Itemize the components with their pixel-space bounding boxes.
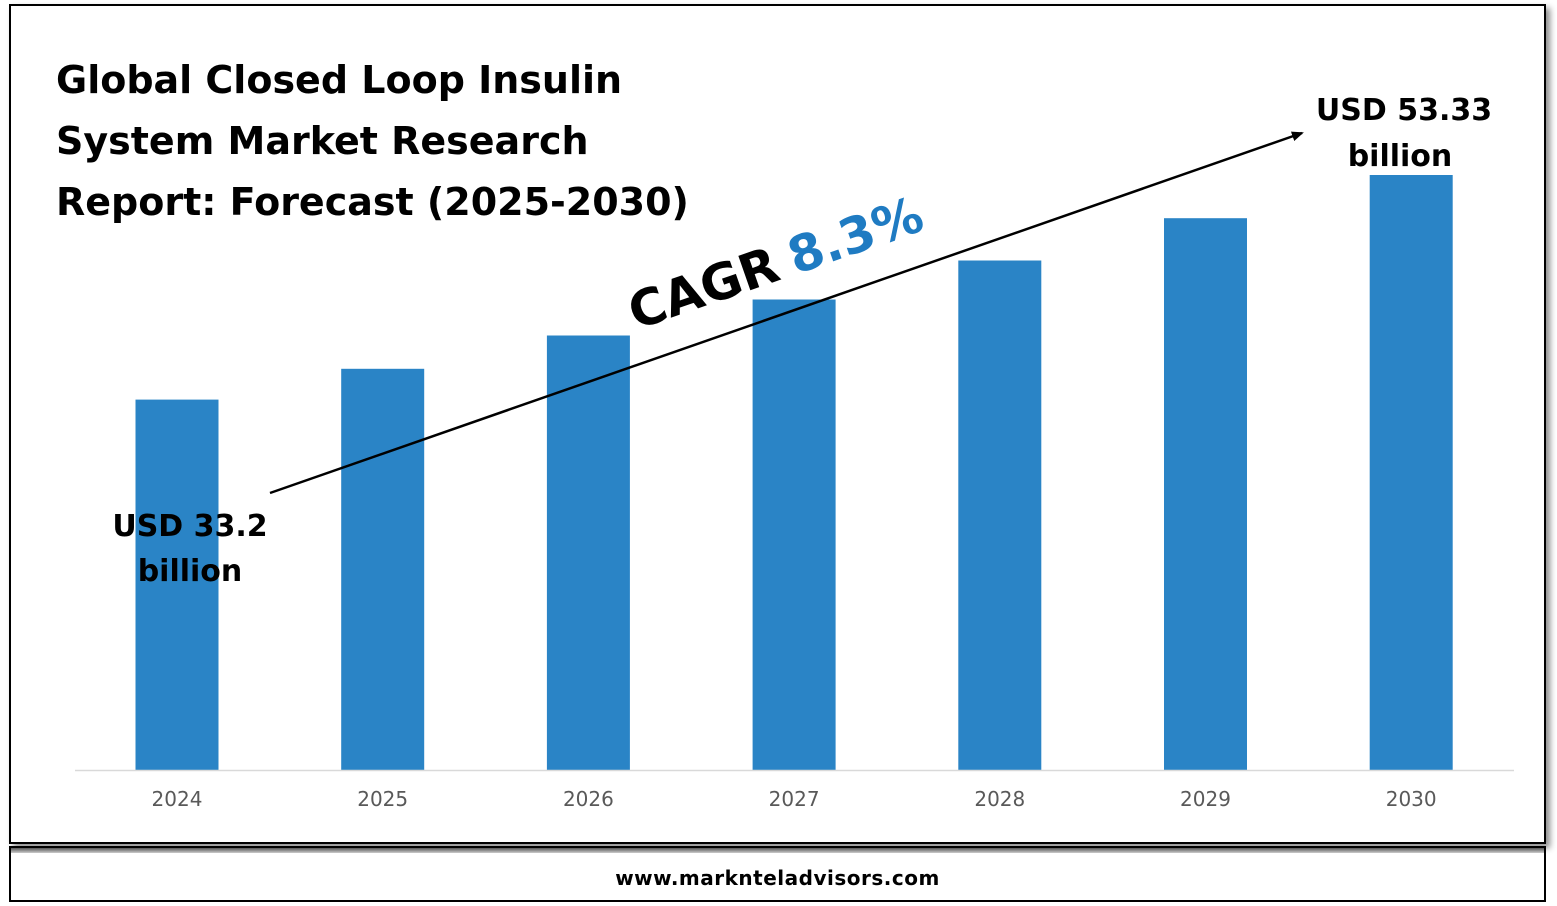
bar-2029: [1164, 218, 1247, 770]
footer: www.marknteladvisors.com: [9, 846, 1546, 902]
x-tick-label-2025: 2025: [357, 787, 408, 811]
bar-series: [135, 175, 1453, 770]
start-value-label-line-2: billion: [138, 554, 243, 589]
end-value-label-line-2: billion: [1348, 139, 1453, 174]
x-tick-label-2030: 2030: [1386, 787, 1437, 811]
x-tick-label-2024: 2024: [152, 787, 203, 811]
x-tick-label-2029: 2029: [1180, 787, 1231, 811]
x-tick-label-2028: 2028: [974, 787, 1025, 811]
title-line-3: Report: Forecast (2025-2030): [56, 180, 689, 224]
footer-divider: [11, 848, 1544, 853]
bar-2024: [135, 399, 219, 770]
x-tick-label-2027: 2027: [769, 787, 820, 811]
x-axis-tick-labels: 2024 2025 2026 2027 2028 2029 2030: [152, 787, 1437, 811]
bar-2030: [1369, 175, 1453, 770]
footer-url[interactable]: www.marknteladvisors.com: [615, 866, 940, 890]
start-value-label-line-1: USD 33.2: [112, 509, 267, 544]
bar-2028: [958, 260, 1042, 770]
bar-chart: 2024 2025 2026 2027 2028 2029 2030 CAGR8.3% US…: [75, 93, 1514, 811]
growth-arrow: [269, 131, 1304, 495]
title-line-2: System Market Research: [56, 119, 589, 163]
bar-2027: [752, 299, 836, 770]
chart-title: Global Closed Loop Insulin System Market…: [56, 50, 756, 233]
bar-2025: [341, 368, 425, 770]
bar-2026: [546, 335, 630, 770]
end-value-label-line-1: USD 53.33: [1316, 93, 1492, 128]
title-line-1: Global Closed Loop Insulin: [56, 58, 623, 102]
x-tick-label-2026: 2026: [563, 787, 614, 811]
